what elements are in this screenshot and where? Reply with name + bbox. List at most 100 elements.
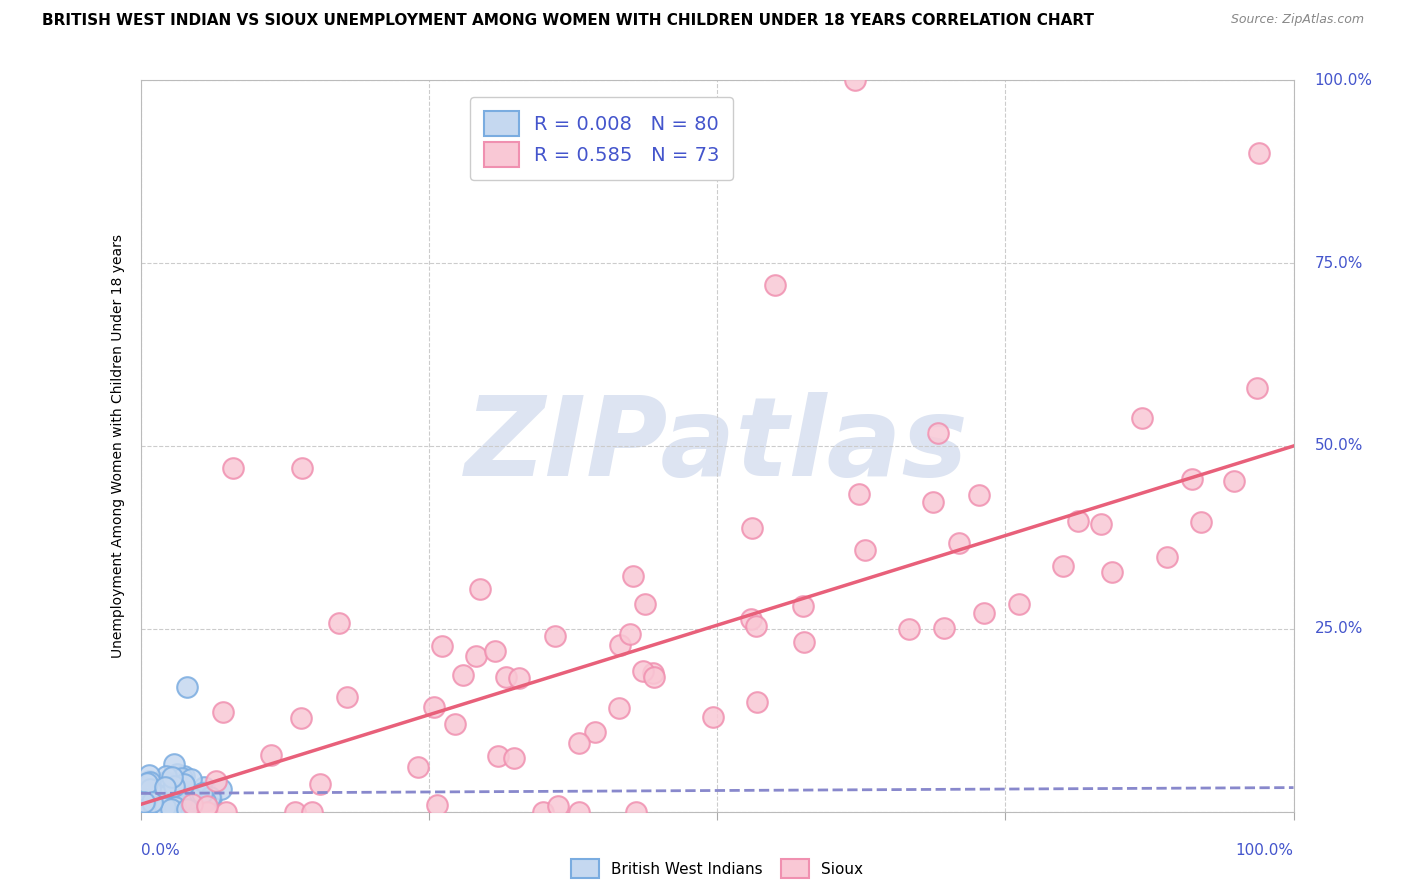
Point xyxy=(619,627,641,641)
Point xyxy=(170,795,193,809)
Point xyxy=(173,777,195,791)
Point xyxy=(165,800,187,814)
Point xyxy=(792,599,814,614)
Point xyxy=(853,542,876,557)
Point xyxy=(149,798,172,813)
Point xyxy=(468,582,491,597)
Point xyxy=(898,622,921,636)
Point xyxy=(155,769,177,783)
Point xyxy=(643,670,665,684)
Point xyxy=(1222,474,1244,488)
Point xyxy=(173,801,195,815)
Point xyxy=(1132,410,1154,425)
Point xyxy=(609,638,631,652)
Point xyxy=(156,791,179,805)
Point xyxy=(150,793,173,807)
Point xyxy=(155,775,177,789)
Point xyxy=(142,782,165,797)
Point xyxy=(1247,146,1270,161)
Point xyxy=(763,278,786,293)
Point xyxy=(609,701,631,715)
Point xyxy=(209,782,232,797)
Point xyxy=(141,797,163,812)
Point xyxy=(135,802,157,816)
Point xyxy=(484,643,506,657)
Point xyxy=(503,750,526,764)
Point xyxy=(159,802,181,816)
Point xyxy=(170,771,193,785)
Point xyxy=(160,798,183,813)
Point xyxy=(336,690,359,704)
Point xyxy=(1090,516,1112,531)
Point xyxy=(146,799,169,814)
Point xyxy=(1101,566,1123,580)
Point xyxy=(222,461,245,475)
Legend: British West Indians, Sioux: British West Indians, Sioux xyxy=(565,853,869,885)
Point xyxy=(702,710,724,724)
Point xyxy=(844,73,866,87)
Point xyxy=(451,668,474,682)
Point xyxy=(173,789,195,804)
Point xyxy=(544,629,567,643)
Point xyxy=(745,618,768,632)
Point xyxy=(741,521,763,535)
Point xyxy=(159,797,181,812)
Point xyxy=(131,790,153,805)
Point xyxy=(138,774,160,789)
Point xyxy=(142,798,165,813)
Point xyxy=(426,797,449,812)
Point xyxy=(568,805,591,819)
Point xyxy=(631,664,654,678)
Point xyxy=(626,805,648,819)
Point xyxy=(495,670,517,684)
Point xyxy=(155,795,177,809)
Point xyxy=(621,569,644,583)
Point xyxy=(932,621,955,635)
Point xyxy=(139,775,162,789)
Point xyxy=(155,802,177,816)
Point xyxy=(191,786,214,800)
Point xyxy=(215,805,238,819)
Point xyxy=(136,797,159,811)
Point xyxy=(1067,514,1090,528)
Text: 25.0%: 25.0% xyxy=(1315,622,1362,636)
Text: 50.0%: 50.0% xyxy=(1315,439,1362,453)
Point xyxy=(193,780,215,794)
Point xyxy=(1052,558,1074,573)
Point xyxy=(129,780,152,794)
Point xyxy=(153,799,176,814)
Point xyxy=(531,805,554,819)
Point xyxy=(1189,515,1212,529)
Point xyxy=(160,771,183,785)
Point xyxy=(153,799,176,814)
Text: 75.0%: 75.0% xyxy=(1315,256,1362,270)
Point xyxy=(180,791,202,805)
Point xyxy=(198,789,221,804)
Point xyxy=(129,799,152,814)
Text: BRITISH WEST INDIAN VS SIOUX UNEMPLOYMENT AMONG WOMEN WITH CHILDREN UNDER 18 YEA: BRITISH WEST INDIAN VS SIOUX UNEMPLOYMEN… xyxy=(42,13,1094,29)
Point xyxy=(1008,598,1031,612)
Point xyxy=(634,597,657,611)
Point xyxy=(138,781,160,796)
Point xyxy=(166,804,188,818)
Point xyxy=(136,776,159,790)
Point xyxy=(134,797,156,811)
Point xyxy=(159,784,181,798)
Point xyxy=(430,639,453,653)
Point xyxy=(167,798,190,813)
Point xyxy=(180,772,202,786)
Point xyxy=(443,717,465,731)
Point xyxy=(922,494,945,508)
Point xyxy=(176,681,198,695)
Point xyxy=(284,805,307,819)
Point xyxy=(301,805,323,819)
Point xyxy=(153,780,176,794)
Point xyxy=(585,725,607,739)
Point xyxy=(152,789,174,804)
Point xyxy=(141,803,163,817)
Point xyxy=(131,797,153,811)
Point xyxy=(146,791,169,805)
Text: ZIPatlas: ZIPatlas xyxy=(465,392,969,500)
Point xyxy=(149,796,172,810)
Point xyxy=(134,795,156,809)
